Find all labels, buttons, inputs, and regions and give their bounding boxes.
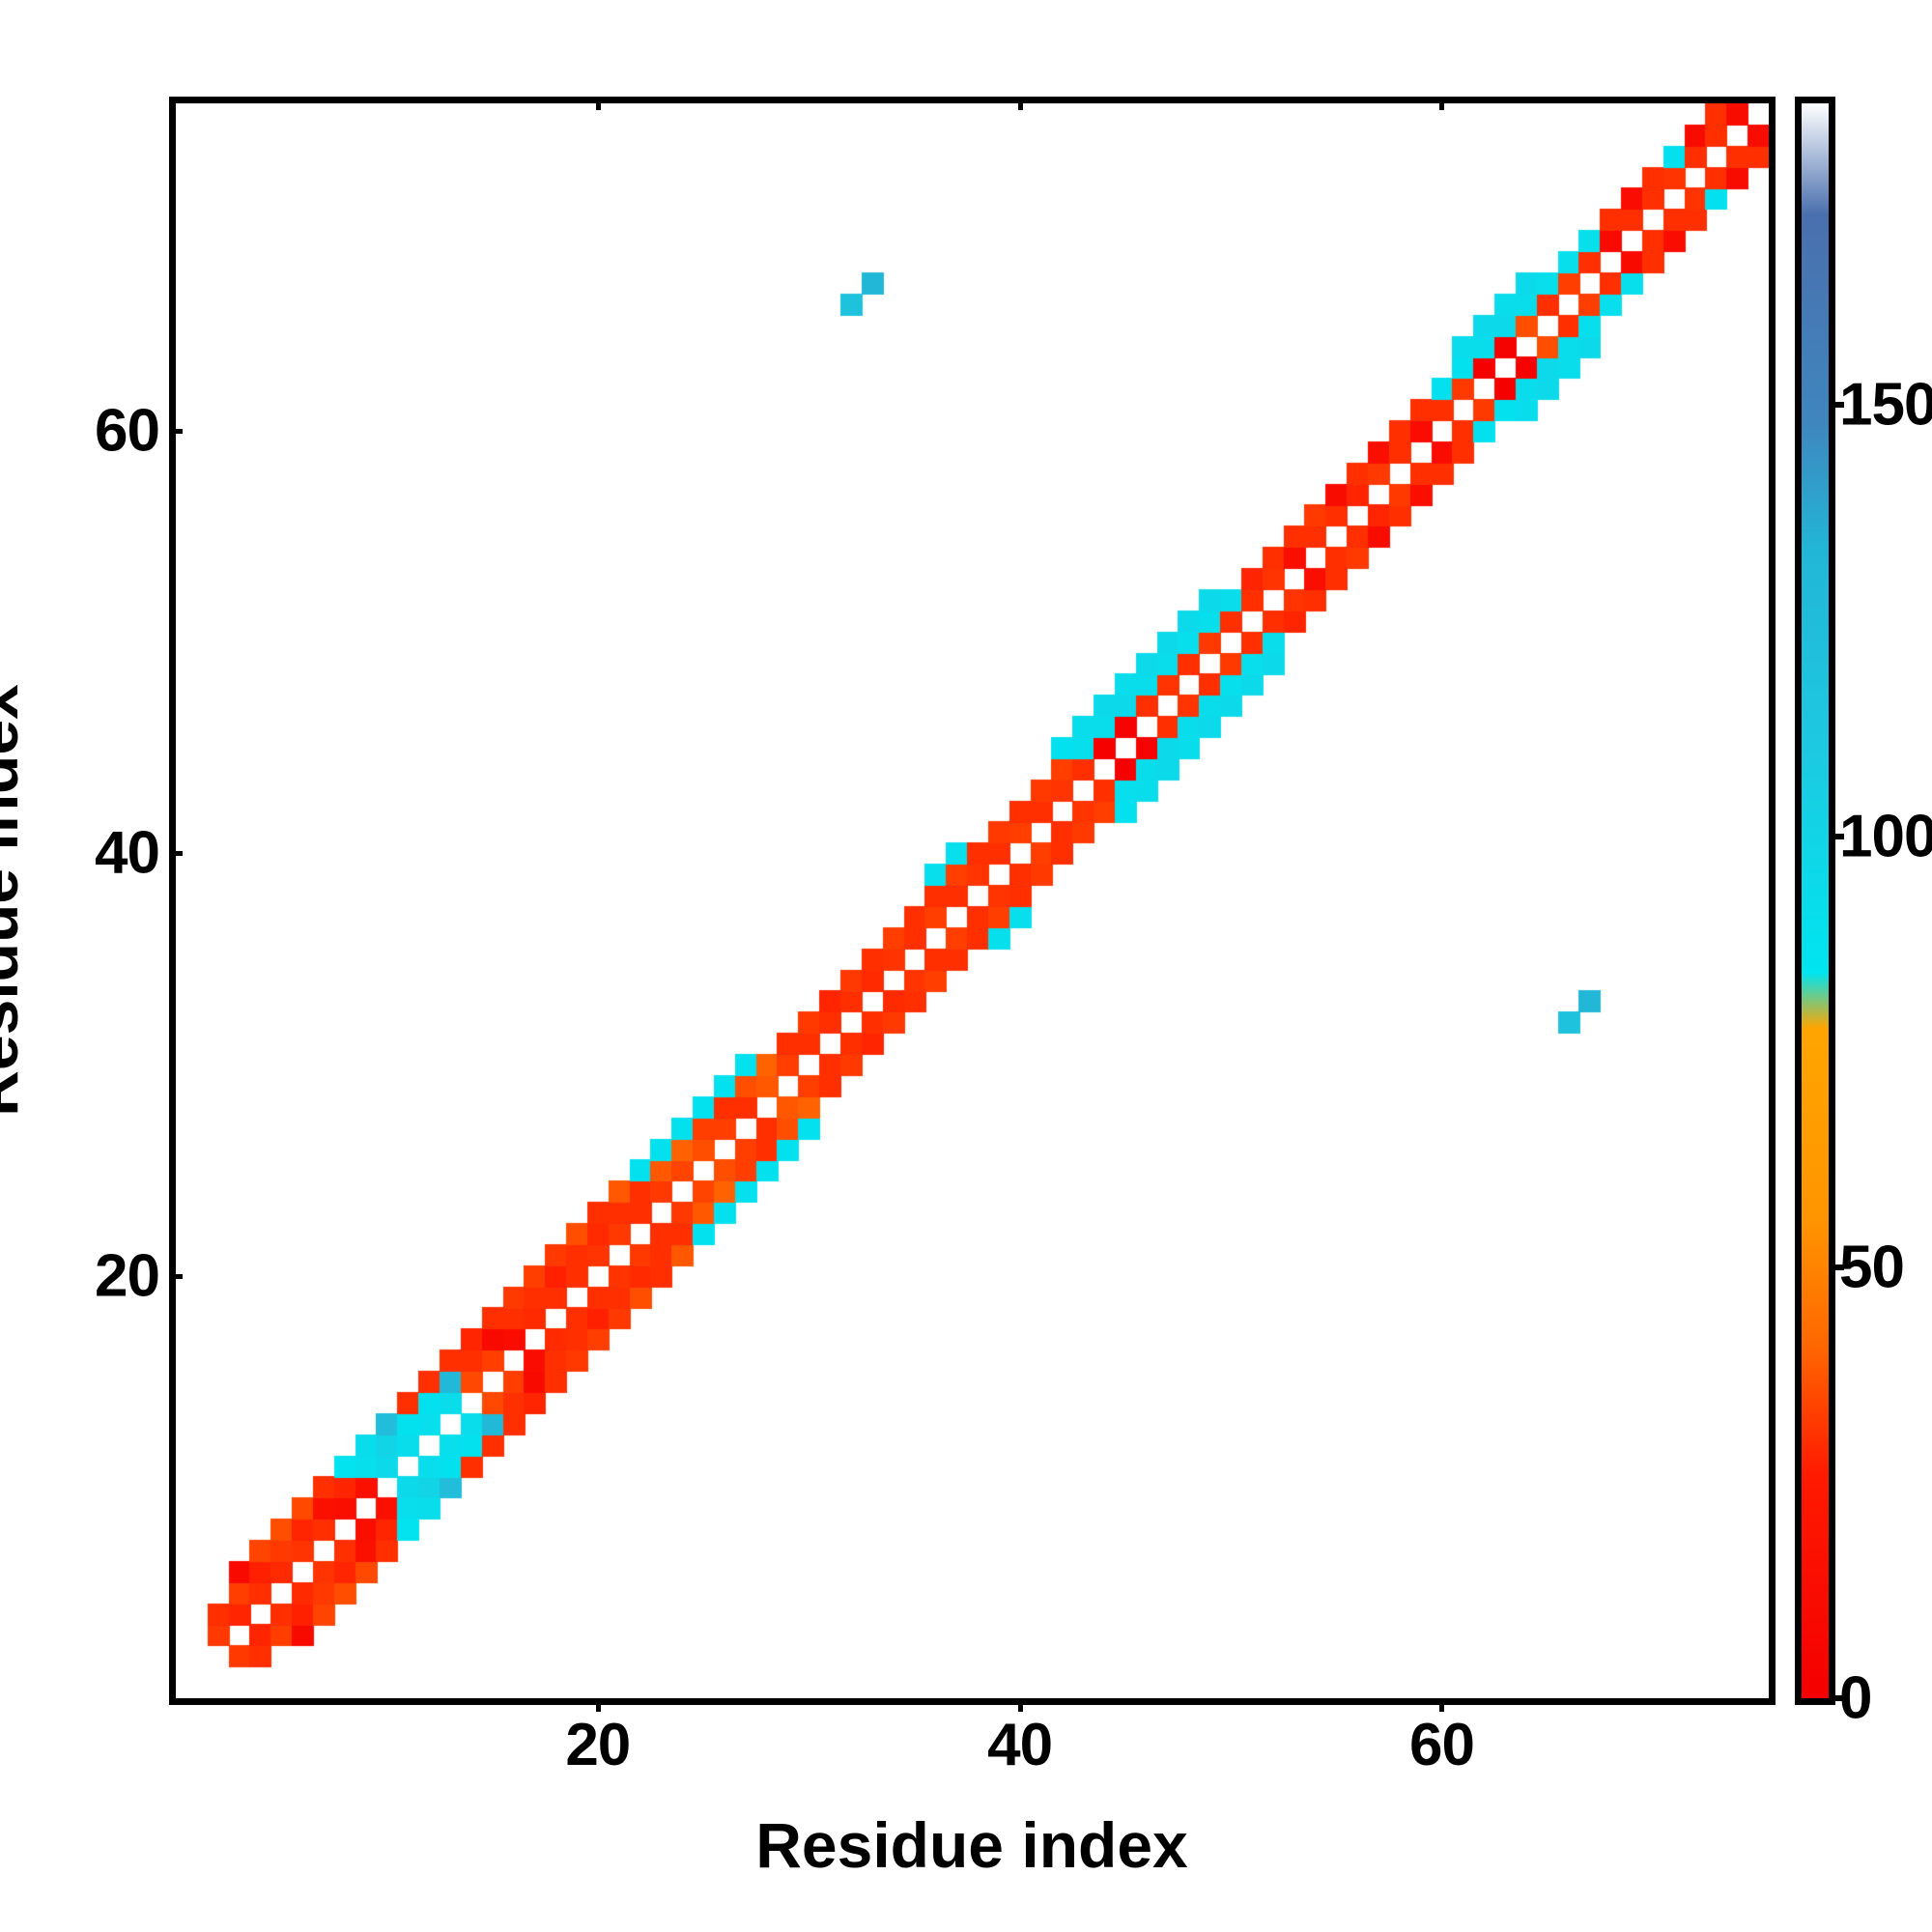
colorbar-gradient <box>1802 103 1829 1698</box>
x-tick-mark-top <box>595 97 601 110</box>
y-tick-label: 20 <box>95 1242 160 1310</box>
y-tick-mark <box>169 428 183 434</box>
heatmap-plot-area[interactable] <box>169 97 1776 1705</box>
y-tick-mark <box>169 851 183 857</box>
y-tick-label: 60 <box>95 397 160 465</box>
heatmap-canvas-wrap <box>176 103 1769 1698</box>
colorbar-tick-mark <box>1829 833 1844 839</box>
y-tick-label: 40 <box>95 819 160 887</box>
x-tick-mark <box>1439 1698 1445 1712</box>
colorbar[interactable] <box>1795 97 1835 1705</box>
x-tick-label: 40 <box>987 1712 1053 1778</box>
x-tick-label: 60 <box>1408 1712 1475 1778</box>
y-tick-mark <box>169 1273 183 1279</box>
x-axis-label: Residue index <box>755 1809 1188 1881</box>
x-tick-mark <box>595 1698 601 1712</box>
colorbar-tick-mark <box>1829 402 1844 409</box>
colorbar-tick-mark <box>1829 1264 1844 1270</box>
colorbar-tick-mark <box>1829 1695 1844 1701</box>
colorbar-tick-label: 100 <box>1839 803 1932 870</box>
colorbar-tick-label: 0 <box>1839 1664 1872 1732</box>
colorbar-tick-label: 150 <box>1839 371 1932 439</box>
heatmap-canvas <box>176 103 1769 1698</box>
x-tick-mark <box>1017 1698 1023 1712</box>
y-axis-label: Residue index <box>0 684 31 1117</box>
x-tick-label: 20 <box>565 1712 631 1778</box>
x-tick-mark-top <box>1439 97 1445 110</box>
x-tick-mark-top <box>1017 97 1023 110</box>
colorbar-tick-label: 50 <box>1839 1234 1905 1301</box>
